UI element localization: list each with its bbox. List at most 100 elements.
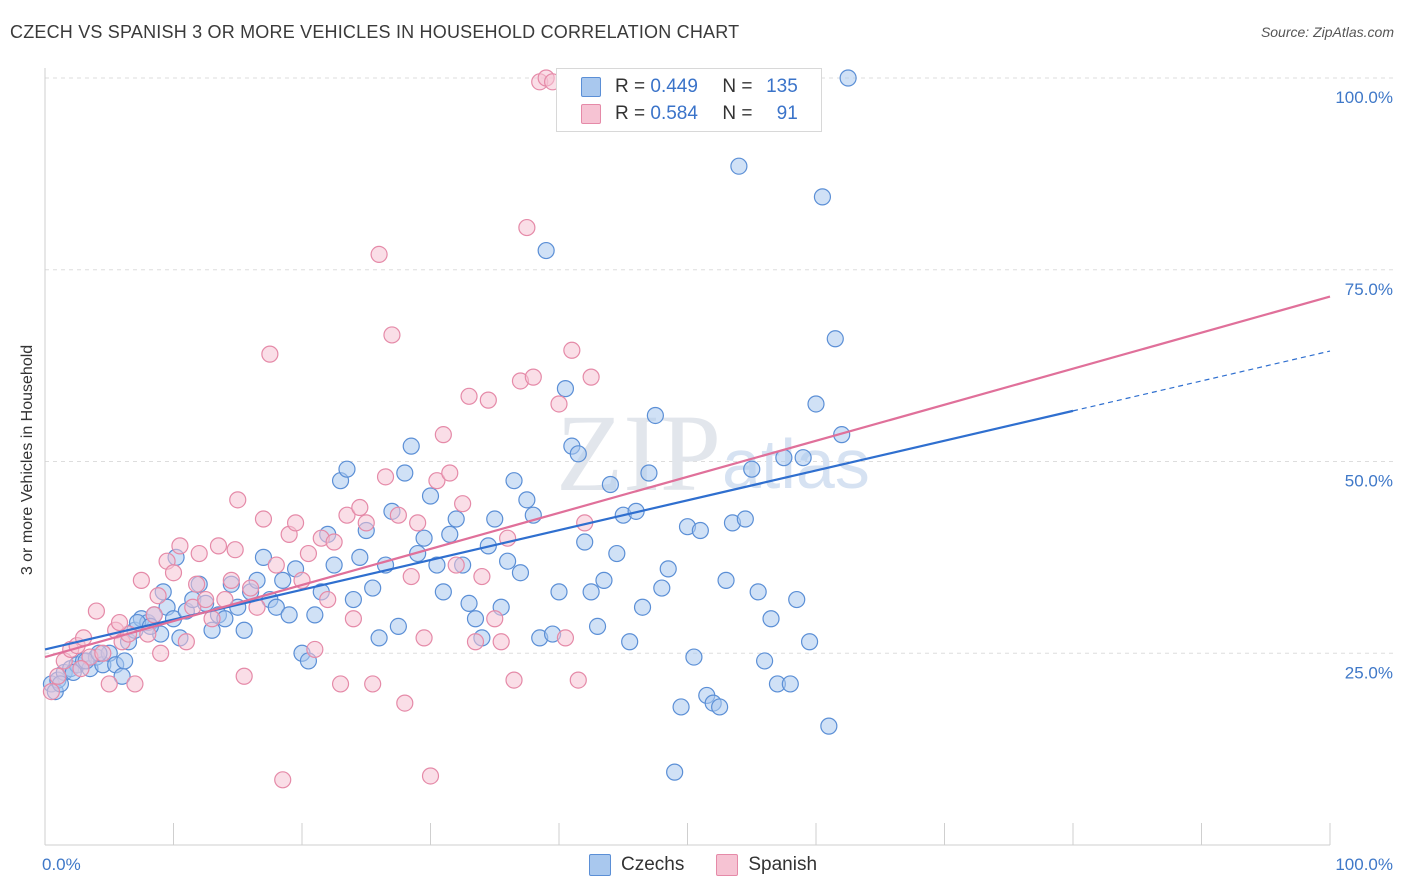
czechs-point — [569, 445, 587, 463]
legend-label-czechs: Czechs — [620, 854, 685, 875]
czechs-point — [344, 590, 362, 609]
czechs-point — [813, 188, 832, 206]
spanish-point — [364, 675, 382, 693]
czechs-point — [537, 241, 555, 260]
czechs-point — [601, 475, 620, 494]
czechs-point — [762, 610, 780, 628]
czechs-point — [370, 629, 388, 647]
spanish-point — [325, 533, 343, 551]
spanish-point — [209, 537, 228, 555]
spanish-point — [100, 675, 118, 693]
spanish-point — [94, 644, 112, 662]
czechs-point — [743, 460, 761, 478]
czechs-point — [460, 594, 478, 612]
spanish-point — [466, 633, 485, 651]
czechs-point — [505, 472, 523, 490]
spanish-point — [261, 345, 279, 363]
czechs-point — [306, 606, 324, 624]
czechs-point — [389, 617, 407, 636]
spanish-point — [126, 675, 144, 693]
spanish-point — [524, 368, 542, 386]
spanish-point — [389, 506, 407, 524]
spanish-point — [441, 464, 459, 482]
czechs-point — [466, 610, 485, 628]
czechs-point — [839, 69, 857, 87]
czechs-trend-extension — [1072, 350, 1331, 412]
spanish-point — [563, 341, 581, 359]
spanish-point — [299, 544, 318, 563]
chart-source: Source: ZipAtlas.com — [1260, 24, 1394, 40]
legend-n-value-czechs: 135 — [766, 76, 798, 97]
legend-n-label: N = — [722, 76, 753, 97]
spanish-point — [582, 368, 600, 386]
czechs-point — [588, 617, 607, 636]
czechs-point — [800, 633, 819, 651]
watermark: ZIP atlas — [556, 392, 870, 514]
czechs-point — [640, 464, 658, 482]
grid — [45, 77, 1395, 654]
legend-r-label: R = — [615, 103, 646, 124]
y-tick-label: 75.0% — [1345, 280, 1393, 299]
spanish-point — [351, 498, 369, 517]
spanish-point — [42, 682, 61, 701]
czechs-point — [351, 548, 369, 566]
czechs-point — [280, 606, 298, 624]
trend-lines — [44, 295, 1331, 659]
spanish-point — [190, 544, 208, 563]
axes — [44, 68, 1331, 846]
y-tick-label: 100.0% — [1335, 88, 1393, 107]
spanish-point — [110, 613, 129, 632]
spanish-point — [518, 218, 536, 237]
legend-item-czechs: Czechs — [588, 854, 685, 876]
spanish-point — [229, 491, 247, 509]
spanish-point — [267, 556, 285, 574]
spanish-point — [171, 537, 189, 555]
y-tick-label: 50.0% — [1345, 472, 1393, 491]
legend-item-spanish: Spanish — [716, 854, 817, 876]
spanish-point — [177, 633, 195, 651]
czechs-point — [576, 533, 594, 551]
czechs-point — [338, 460, 356, 478]
spanish-point — [569, 671, 587, 689]
czechs-point — [595, 571, 613, 589]
spanish-point — [188, 575, 206, 593]
czechs-point — [518, 491, 536, 509]
spanish-point — [338, 506, 356, 524]
czechs-point — [736, 510, 754, 528]
legend-r-value-spanish: 0.584 — [650, 103, 698, 124]
spanish-point — [72, 659, 90, 678]
spanish-point — [486, 610, 504, 628]
spanish-point — [505, 671, 523, 689]
czechs-point — [820, 717, 838, 735]
czechs-point — [685, 648, 703, 666]
spanish-point — [344, 610, 362, 628]
spanish-point — [434, 426, 452, 444]
czechs-point — [415, 529, 433, 547]
spanish-point — [370, 245, 388, 264]
x-tick-label-max: 100.0% — [1335, 855, 1393, 874]
spanish-point — [197, 590, 215, 609]
spanish-point — [203, 610, 221, 628]
legend-r-value-czechs: 0.449 — [650, 76, 698, 97]
czechs-point — [672, 698, 690, 716]
x-tick-label-min: 0.0% — [42, 855, 81, 874]
spanish-point — [454, 495, 472, 513]
spanish-point — [254, 510, 273, 528]
czechs-point — [550, 583, 568, 601]
czechs-point — [826, 330, 844, 348]
spanish-point — [409, 514, 427, 532]
spanish-point — [164, 564, 183, 582]
legend-row-spanish: R = 0.584 N = 91 — [581, 101, 798, 127]
czechs-point — [691, 521, 709, 540]
legend-label-spanish: Spanish — [748, 854, 818, 875]
stats-legend: R = 0.449 N = 135 R = 0.584 N = 91 — [556, 68, 822, 132]
czechs-point — [267, 598, 285, 616]
czechs-point — [717, 571, 735, 589]
czechs-point — [653, 579, 671, 597]
spanish-point — [402, 567, 420, 586]
spanish-point — [556, 629, 575, 647]
czechs-point — [486, 510, 504, 528]
czechs-point — [711, 698, 729, 716]
spanish-point — [145, 606, 163, 624]
